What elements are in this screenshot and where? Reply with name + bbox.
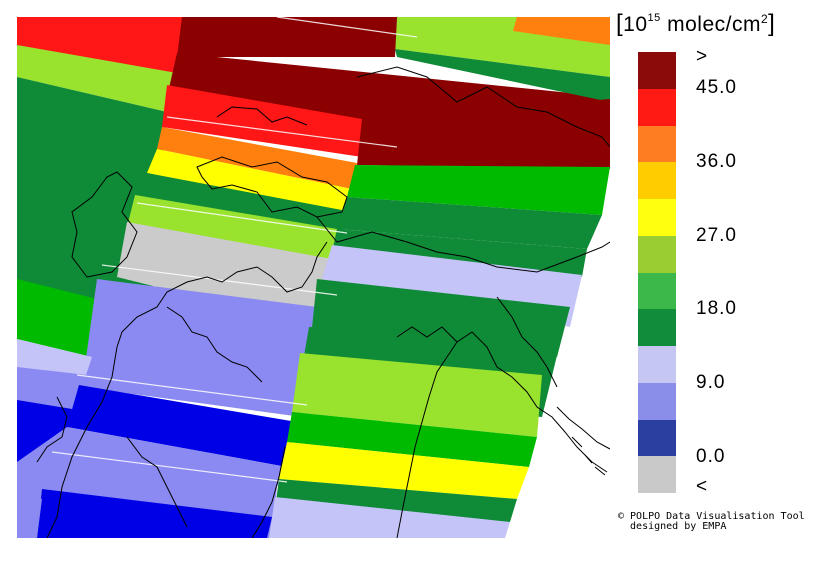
pixel — [37, 489, 272, 538]
legend-label-18: 18.0 — [696, 298, 737, 319]
credit-text: © POLPO Data Visualisation Tool designed… — [618, 512, 805, 532]
legend-label-9: 9.0 — [696, 372, 726, 393]
pixel — [157, 127, 357, 189]
pixel — [332, 229, 587, 277]
swath-edge-lines — [51, 17, 418, 483]
pixel — [17, 427, 287, 487]
legend-swatch — [638, 52, 676, 89]
pixel — [162, 85, 362, 157]
legend-label-36: 36.0 — [696, 151, 737, 172]
pixel — [269, 497, 510, 538]
pixel — [117, 222, 332, 327]
legend-title-close-bracket: ] — [768, 10, 776, 37]
pixel — [347, 165, 610, 215]
pixel — [17, 495, 42, 538]
legend-swatch — [638, 235, 676, 273]
pixel — [127, 195, 337, 267]
pixel — [177, 17, 397, 57]
legend-label-27: 27.0 — [696, 225, 737, 246]
pixel — [513, 17, 610, 45]
legend-label-45: 45.0 — [696, 77, 737, 98]
legend-swatch — [638, 88, 676, 126]
pixel — [17, 367, 87, 412]
credit-line-1: © POLPO Data Visualisation Tool — [618, 511, 805, 522]
legend-swatch — [638, 162, 676, 199]
legend-color-bar — [638, 52, 676, 493]
credit-line-2: designed by EMPA — [618, 521, 727, 532]
legend-swatch — [638, 346, 676, 383]
legend-title: [1015 molec/cm2] — [616, 10, 775, 38]
pixel — [287, 412, 537, 467]
pixel — [337, 197, 602, 249]
tropospheric-column-map — [17, 17, 610, 538]
pixel — [357, 99, 610, 169]
legend-swatch — [638, 199, 676, 236]
map-panel — [17, 17, 610, 538]
legend-title-unit-exponent: 2 — [760, 12, 769, 26]
legend-title-exponent: 15 — [647, 12, 661, 24]
legend-swatch — [638, 272, 676, 310]
legend-label-over: > — [696, 46, 709, 67]
pixel — [17, 45, 177, 112]
legend-title-unit: molec/cm — [667, 13, 761, 36]
legend-label-0: 0.0 — [696, 446, 726, 467]
country-borders — [36, 66, 610, 538]
pixel — [395, 49, 610, 102]
pixel — [292, 353, 542, 437]
pixel — [17, 17, 182, 77]
legend-label-under: < — [696, 476, 709, 497]
legend-title-base: 10 — [623, 13, 648, 36]
pixel — [82, 279, 317, 417]
legend-swatch — [638, 382, 676, 420]
pixel — [279, 442, 529, 499]
satellite-pixels — [17, 17, 610, 538]
legend-swatch — [638, 125, 676, 163]
pixel — [17, 279, 97, 357]
legend-swatch — [638, 309, 676, 346]
legend-swatch — [638, 456, 676, 493]
pixel — [67, 385, 297, 467]
legend-title-open-bracket: [ — [616, 10, 624, 37]
legend-swatch — [638, 419, 676, 457]
